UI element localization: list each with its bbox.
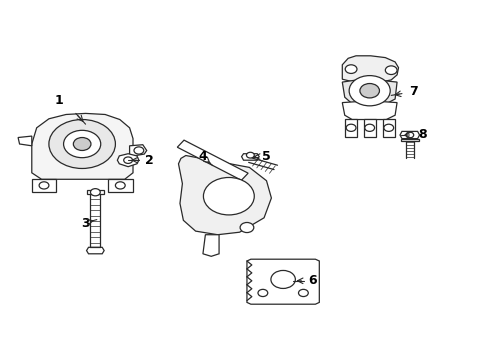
Polygon shape [32,179,56,192]
Circle shape [49,120,115,168]
Circle shape [63,130,101,158]
Circle shape [90,189,100,196]
Circle shape [115,182,125,189]
Polygon shape [117,154,139,167]
Circle shape [270,270,295,288]
Polygon shape [345,119,356,137]
Circle shape [134,147,143,154]
Polygon shape [342,101,396,120]
Circle shape [123,157,132,163]
Circle shape [385,66,396,75]
Circle shape [359,84,379,98]
Polygon shape [107,179,133,192]
Text: 2: 2 [144,154,153,167]
Polygon shape [86,190,104,194]
Polygon shape [382,119,394,137]
Polygon shape [129,145,146,157]
Polygon shape [86,247,104,254]
Polygon shape [32,113,133,179]
Polygon shape [241,154,259,160]
Circle shape [405,132,413,138]
Circle shape [203,177,254,215]
Circle shape [298,289,307,297]
Circle shape [364,124,374,131]
Polygon shape [18,136,32,146]
Polygon shape [399,131,419,139]
Polygon shape [342,80,396,104]
Circle shape [39,182,49,189]
Text: 6: 6 [308,274,317,287]
Circle shape [246,152,254,158]
Circle shape [383,124,393,131]
Text: 8: 8 [418,129,427,141]
Circle shape [346,124,355,131]
Text: 7: 7 [408,85,417,98]
Polygon shape [363,119,375,137]
Circle shape [240,222,253,233]
Text: 4: 4 [198,150,207,163]
Circle shape [348,76,389,106]
Text: 5: 5 [262,150,270,163]
Polygon shape [178,156,271,235]
Polygon shape [400,139,418,141]
Circle shape [258,289,267,297]
Polygon shape [203,235,219,256]
Polygon shape [246,259,319,304]
Circle shape [345,65,356,73]
Circle shape [73,138,91,150]
Polygon shape [342,56,398,83]
Text: 1: 1 [54,94,63,107]
Polygon shape [177,140,247,180]
Text: 3: 3 [81,217,90,230]
